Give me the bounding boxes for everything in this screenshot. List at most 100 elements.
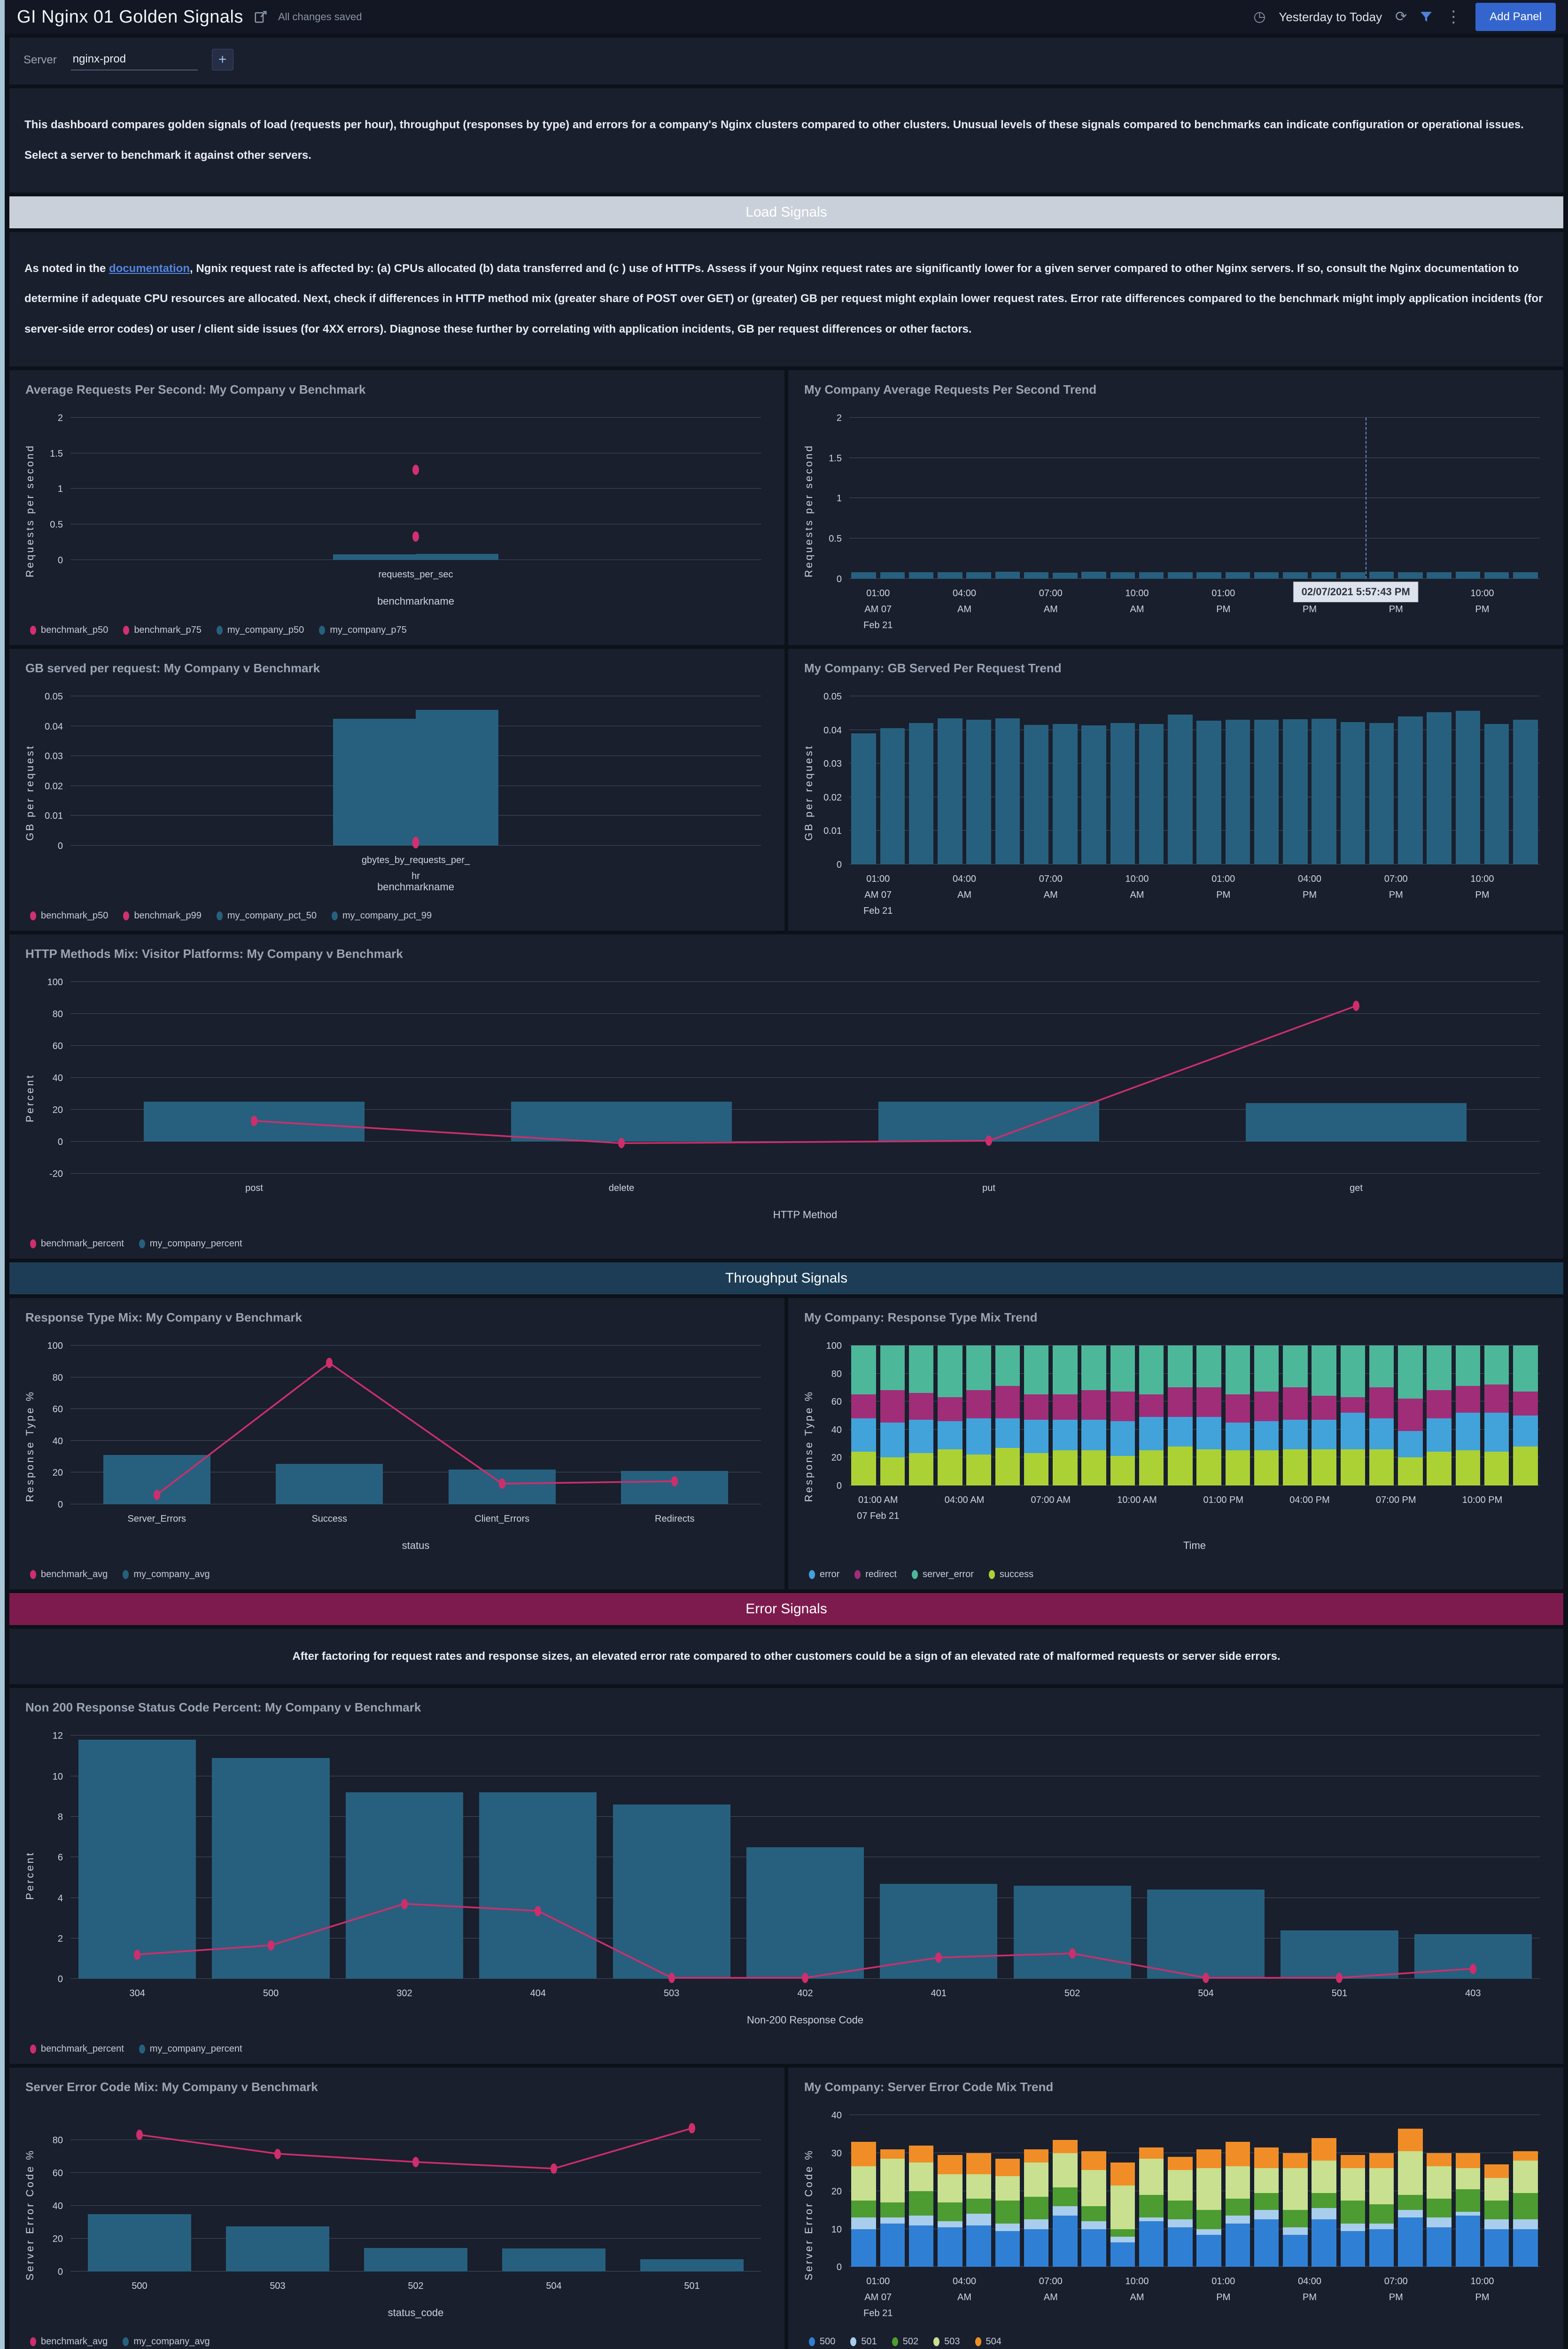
chart-server-error-mix: 0 20 40 60 80 500 503 502 504 501 Server Error Cod… [14, 2096, 780, 2349]
x-tick-label: Redirects [655, 1513, 695, 1524]
legend-marker [809, 1570, 815, 1579]
intro-panel: This dashboard compares golden signals o… [9, 88, 1563, 193]
legend-item: my_company_p50 [216, 625, 304, 636]
series-marker [274, 2148, 281, 2159]
stack-segment-500 [1484, 2229, 1509, 2267]
stack-segment-503 [851, 2166, 876, 2201]
legend-item: benchmark_percent [30, 1238, 124, 1249]
stack-segment-500 [966, 2225, 991, 2267]
stack-segment-500 [1513, 2229, 1538, 2267]
stack-segment-502 [1283, 2210, 1308, 2227]
stack-segment-504 [880, 2149, 905, 2159]
edit-icon[interactable] [254, 10, 268, 24]
stack-segment-redirect [1369, 1387, 1394, 1418]
stack-segment-502 [1024, 2197, 1049, 2220]
chart-legend: benchmark_percent my_company_percent [30, 1238, 242, 1249]
stack-segment-501 [1168, 2219, 1193, 2227]
y-tick-label: 20 [831, 1453, 842, 1463]
y-tick-label: 80 [52, 2135, 63, 2146]
stack-segment-error [1168, 1416, 1193, 1447]
y-tick-label: 80 [831, 1369, 842, 1379]
stack-segment-success [1340, 1449, 1366, 1486]
series-marker [251, 1115, 257, 1126]
add-panel-button[interactable]: Add Panel [1475, 3, 1556, 31]
x-tick-label: put [982, 1182, 995, 1193]
legend-label: benchmark_percent [41, 2044, 124, 2054]
stack-segment-502 [1312, 2193, 1336, 2209]
gridline [70, 1173, 1540, 1174]
gridline [849, 2266, 1540, 2267]
gridline [70, 2205, 761, 2206]
stack-segment-server_error [1312, 1346, 1336, 1396]
legend-label: my_company_avg [133, 1569, 210, 1579]
legend-marker [933, 2337, 940, 2347]
chart-response-type-trend: 0 20 40 60 80 100 01:00 AM 07 Feb 21 04:00 AM 07:… [793, 1327, 1559, 1587]
y-tick-label: 1.5 [829, 453, 842, 464]
y-tick-label: 0 [57, 1499, 63, 1510]
stack-segment-501 [1340, 2223, 1366, 2231]
legend-marker [139, 2045, 145, 2054]
y-axis-label: Response Type % [803, 1390, 815, 1502]
series-marker [1469, 1963, 1476, 1974]
x-axis-label: Non-200 Response Code [746, 2014, 864, 2026]
series-marker [412, 2157, 419, 2168]
series-marker [1203, 1973, 1210, 1983]
gridline [70, 981, 1540, 982]
stack-segment-502 [1254, 2193, 1279, 2210]
filter-icon[interactable] [1420, 10, 1432, 23]
stack-segment-error [1340, 1413, 1366, 1449]
series-marker [1353, 1000, 1359, 1011]
chart-title: My Company: Server Error Code Mix Trend [804, 2080, 1054, 2094]
stack-segment-server_error [938, 1346, 963, 1398]
legend-item: my_company_avg [123, 1569, 210, 1580]
trend-bar [1369, 571, 1394, 579]
add-variable-button[interactable]: + [211, 49, 233, 70]
y-tick-label: 20 [52, 1468, 63, 1478]
legend-marker [139, 1239, 145, 1248]
stack-segment-503 [880, 2159, 905, 2203]
stack-segment-redirect [1024, 1394, 1049, 1420]
time-range-selector[interactable]: Yesterday to Today [1279, 9, 1382, 24]
stack-segment-503 [1369, 2168, 1394, 2205]
panel-avg-requests-benchmark: Average Requests Per Second: My Company … [9, 370, 784, 645]
y-tick-label: 0 [57, 840, 63, 851]
plot-area: 0 0.5 1 1.5 2 requests_per_sec [50, 413, 761, 580]
stack-segment-error [1053, 1419, 1078, 1451]
panel-rps-trend: My Company Average Requests Per Second T… [788, 370, 1563, 645]
stack-segment-error [966, 1418, 991, 1455]
plot-area: 0 20 40 60 80 100 01:00 AM 07 Feb 21 04:00 AM 07:… [826, 1341, 1540, 1521]
stack-segment-server_error [1455, 1346, 1481, 1386]
stack-segment-502 [1225, 2199, 1250, 2216]
y-tick-label: -20 [49, 1168, 63, 1179]
stack-segment-501 [1369, 2223, 1394, 2229]
legend-marker [30, 911, 36, 920]
bar-my_company_avg [276, 1463, 383, 1504]
stack-segment-502 [1369, 2204, 1394, 2224]
stack-segment-501 [1312, 2208, 1336, 2220]
stack-segment-504 [1312, 2138, 1336, 2161]
trend-bar [1110, 572, 1135, 579]
legend-marker [123, 625, 130, 635]
kebab-menu-icon[interactable]: ⋮ [1445, 8, 1463, 26]
y-tick-label: 12 [52, 1731, 63, 1742]
chart-title: HTTP Methods Mix: Visitor Platforms: My … [25, 946, 403, 961]
refresh-icon[interactable]: ⟳ [1395, 9, 1407, 24]
benchmark-line [70, 1735, 1540, 1979]
series-marker [153, 1489, 160, 1500]
panel-non200-percent: Non 200 Response Status Code Percent: My… [9, 1688, 1563, 2064]
y-tick-label: 1.5 [50, 448, 63, 459]
page-title: GI Nginx 01 Golden Signals [17, 7, 243, 27]
y-tick-label: 0.05 [45, 691, 63, 702]
gridline [70, 488, 761, 489]
documentation-link[interactable]: documentation [109, 262, 190, 275]
plot-area: 0 0.01 0.02 0.03 0.04 0.05 gbytes_by_requests_… [45, 692, 761, 881]
server-input[interactable]: nginx-prod [70, 53, 198, 70]
stack-segment-502 [1081, 2206, 1106, 2222]
y-axis-label: Server Error Code % [803, 2149, 815, 2281]
stack-segment-error [1484, 1413, 1509, 1452]
plot-area: 0 0.01 0.02 0.03 0.04 0.05 01:00 AM 07 Feb 21 04:… [823, 692, 1540, 916]
stack-segment-server_error [1196, 1346, 1221, 1388]
stack-segment-server_error [1484, 1346, 1509, 1385]
